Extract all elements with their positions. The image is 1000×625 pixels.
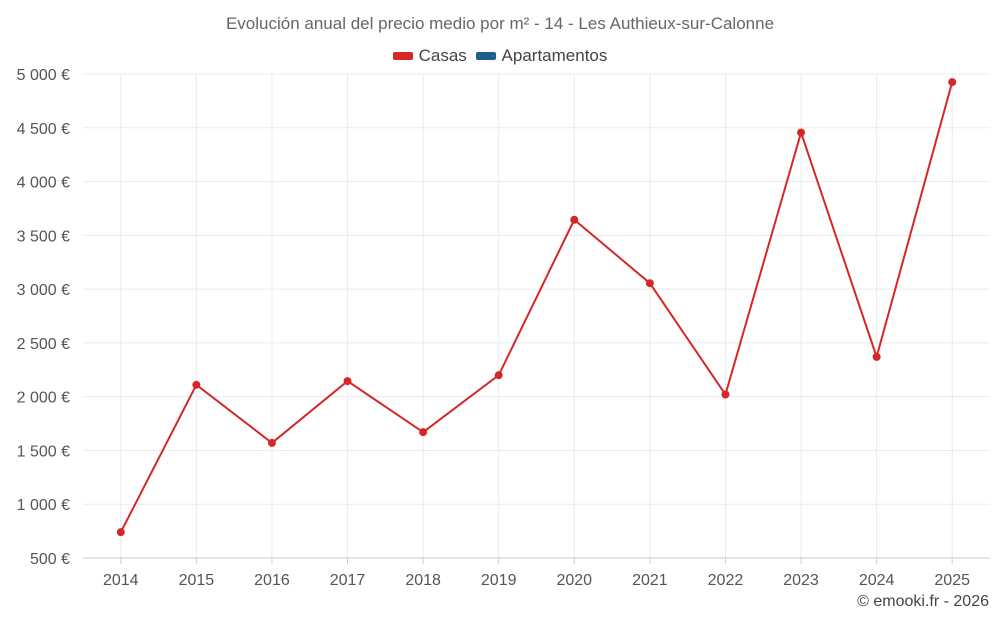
data-point[interactable] — [948, 78, 957, 87]
axes: 500 € 1 000 € 1 500 € 2 000 € 2 500 € 3 000 €… — [17, 67, 990, 589]
data-point[interactable] — [116, 528, 125, 537]
y-tick-label: 4 500 € — [17, 121, 70, 138]
x-tick-label: 2017 — [330, 572, 366, 589]
legend-label-apartamentos: Apartamentos — [501, 46, 608, 65]
data-point[interactable] — [570, 215, 579, 224]
legend-swatch-casas — [392, 52, 413, 60]
y-tick-label: 3 000 € — [17, 282, 70, 299]
data-point[interactable] — [419, 428, 428, 437]
credit: © emooki.fr - 2026 — [857, 593, 989, 610]
y-tick-label: 1 500 € — [17, 443, 70, 460]
legend-item-casas[interactable]: Casas — [392, 46, 467, 66]
x-tick-label: 2018 — [405, 572, 441, 589]
x-tick-label: 2022 — [708, 572, 744, 589]
legend-item-apartamentos[interactable]: Apartamentos — [475, 46, 608, 66]
x-tick-label: 2016 — [254, 572, 290, 589]
y-tick-label: 2 000 € — [17, 390, 70, 407]
y-tick-label: 4 000 € — [17, 175, 70, 192]
x-tick-label: 2019 — [481, 572, 517, 589]
data-point[interactable] — [192, 380, 201, 389]
series-line-casas — [119, 81, 954, 533]
data-point[interactable] — [797, 128, 806, 137]
y-tick-label: 2 500 € — [17, 336, 70, 353]
x-tick-label: 2015 — [179, 572, 215, 589]
legend-swatch-apartamentos — [475, 52, 496, 60]
legend-label-casas: Casas — [418, 46, 467, 65]
chart-title: Evolución anual del precio medio por m² … — [225, 14, 775, 33]
y-tick-label: 5 000 € — [17, 67, 70, 84]
x-tick-label: 2014 — [103, 572, 139, 589]
series — [116, 78, 957, 537]
data-point[interactable] — [494, 371, 503, 380]
grid — [83, 73, 990, 559]
data-point[interactable] — [721, 390, 730, 399]
y-tick-label: 1 000 € — [17, 497, 70, 514]
x-tick-label: 2021 — [632, 572, 668, 589]
x-tick-label: 2020 — [556, 572, 592, 589]
data-point[interactable] — [645, 279, 654, 288]
data-point[interactable] — [343, 377, 352, 386]
x-tick-label: 2025 — [934, 572, 970, 589]
x-tick-label: 2024 — [859, 572, 895, 589]
data-point[interactable] — [267, 438, 276, 447]
y-tick-label: 500 € — [30, 551, 70, 568]
x-tick-label: 2023 — [783, 572, 819, 589]
chart-legend: Casas Apartamentos — [0, 45, 1000, 66]
y-tick-label: 3 500 € — [17, 228, 70, 245]
data-point[interactable] — [872, 352, 881, 361]
